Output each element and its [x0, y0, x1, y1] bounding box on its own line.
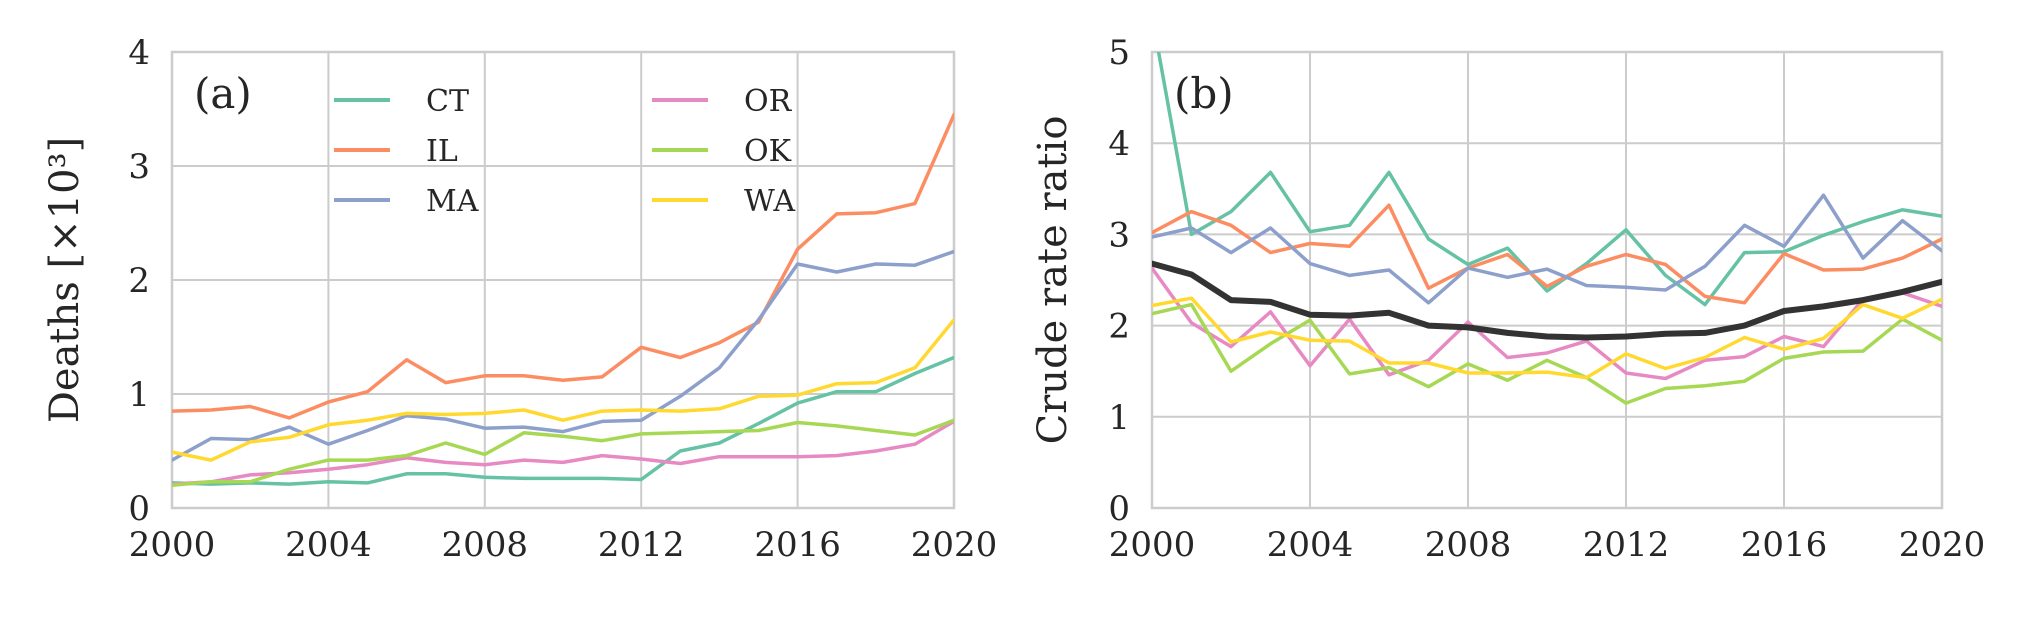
y-tick-label: 4 — [128, 33, 150, 73]
series-line — [1152, 203, 1942, 305]
x-tick-label: 2020 — [911, 525, 998, 565]
legend-label: IL — [426, 134, 458, 169]
legend-label: OK — [744, 134, 792, 169]
x-tick-label: 2004 — [285, 525, 372, 565]
y-tick-label: 0 — [1108, 489, 1130, 529]
series-line — [1152, 260, 1942, 341]
series-line — [1152, 296, 1942, 380]
y-tick-label: 4 — [1108, 124, 1130, 164]
series-line — [1156, 52, 1942, 307]
x-tick-label: 2004 — [1267, 525, 1354, 565]
x-tick-label: 2000 — [129, 525, 216, 565]
panel-label: (b) — [1174, 69, 1234, 118]
legend-label: OR — [744, 84, 793, 119]
y-tick-label: 0 — [128, 489, 150, 529]
series-lines — [172, 112, 954, 487]
series-line — [172, 318, 954, 462]
x-tick-label: 2000 — [1109, 525, 1196, 565]
y-tick-label: 1 — [1108, 398, 1130, 438]
series-line — [172, 355, 954, 486]
plot-frame — [170, 50, 956, 510]
series-line — [172, 249, 954, 462]
series-line — [172, 419, 954, 486]
x-tick-label: 2012 — [1583, 525, 1670, 565]
x-tick-label: 2008 — [1425, 525, 1512, 565]
series-line — [1152, 193, 1942, 305]
x-tick-label: 2016 — [754, 525, 841, 565]
plot-frame — [1150, 50, 1944, 510]
x-tick-label: 2012 — [598, 525, 685, 565]
series-line — [172, 112, 954, 420]
y-tick-label: 3 — [128, 147, 150, 187]
y-tick-label: 2 — [128, 261, 150, 301]
series-lines — [1152, 52, 1942, 405]
legend-label: CT — [426, 84, 469, 119]
y-tick-label: 1 — [128, 375, 150, 415]
panel-b-chart: 2000 2004 2008 2012 2016 2020 0 1 2 3 4 5 Crude rate… — [1030, 33, 1986, 565]
series-line — [172, 418, 954, 487]
panel-label: (a) — [194, 69, 252, 118]
y-axis-title: Crude rate ratio — [1030, 116, 1076, 445]
y-tick-label: 5 — [1108, 33, 1130, 73]
x-tick-label: 2016 — [1741, 525, 1828, 565]
panel-a-chart: 2000 2004 2008 2012 2016 2020 0 1 2 3 4 Deaths [×10… — [42, 33, 997, 565]
y-tick-label: 2 — [1108, 307, 1130, 347]
x-tick-label: 2020 — [1899, 525, 1986, 565]
x-tick-label: 2008 — [442, 525, 529, 565]
y-axis-title: Deaths [×10³] — [42, 137, 88, 423]
legend-label: MA — [426, 184, 479, 219]
y-tick-label: 3 — [1108, 215, 1130, 255]
legend-label: WA — [744, 184, 795, 219]
